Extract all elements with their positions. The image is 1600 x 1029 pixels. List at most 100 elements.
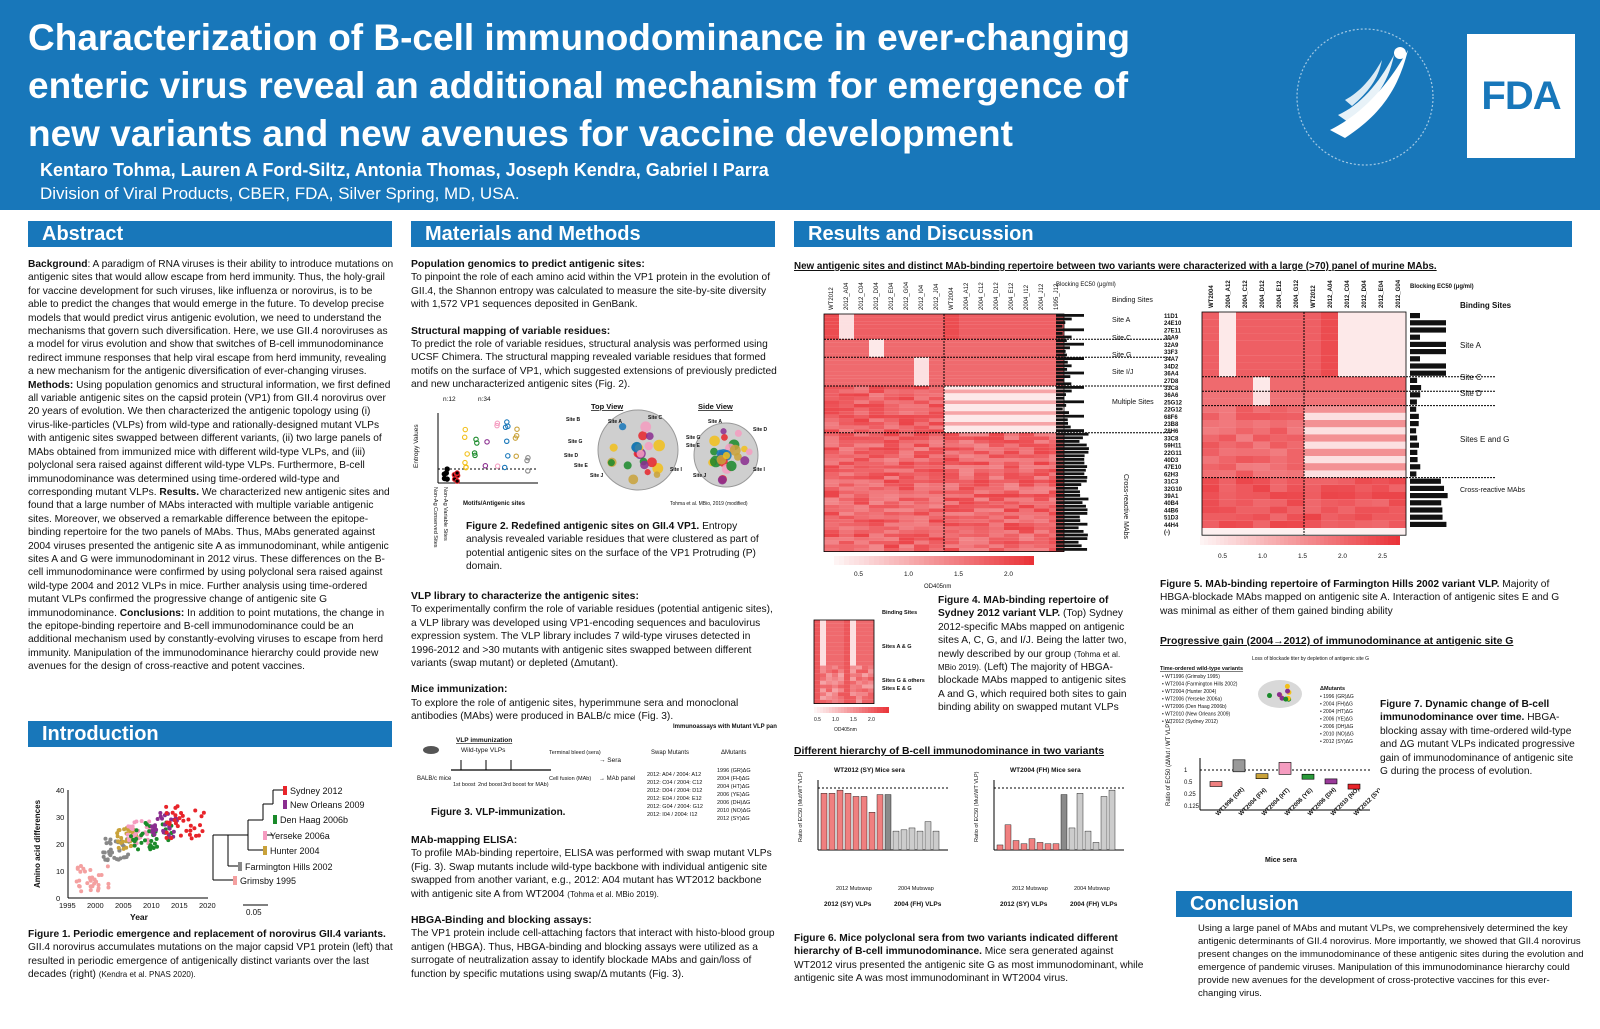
fig4-heat-cell <box>989 472 1004 476</box>
poster-title: Characterization of B-cell immunodominan… <box>28 17 1130 154</box>
fig4-heat-cell <box>1019 350 1034 354</box>
fig4-heat-cell <box>824 350 839 354</box>
fig4-heat-cell <box>869 530 884 534</box>
fig4-heat-cell <box>1004 504 1019 509</box>
fig5-heat-cell <box>1253 398 1270 406</box>
fig4-heat-cell <box>884 339 899 343</box>
fig4-heat-cell <box>1034 378 1049 383</box>
fig4-heat-cell <box>989 342 1004 347</box>
fig4-heat-cell <box>929 508 944 512</box>
fig2-point <box>494 463 501 469</box>
fig4-heat-cell <box>914 468 929 473</box>
fig5-site-label: Cross-reactive MAbs <box>1460 487 1525 494</box>
fig5-heat-cell <box>1321 319 1338 327</box>
fig5-heat-cell <box>1202 391 1219 399</box>
fig5-heat-cell <box>1338 520 1355 528</box>
fig5-row-label: 27D8 <box>1164 379 1179 385</box>
fig4b-heat-cell <box>856 688 862 693</box>
fig4-column-label: 2004_J12 <box>1039 283 1045 310</box>
fig4-heat-cell <box>824 382 839 386</box>
fig5-blocking-bar <box>1410 406 1417 412</box>
fig4-heat-cell <box>1019 515 1034 520</box>
fig4-heat-cell <box>1019 537 1034 541</box>
fig4b-heat-cell <box>820 699 826 704</box>
fig5-row-label: 44H4 <box>1164 523 1179 529</box>
fig5-heat-cell <box>1236 362 1253 370</box>
fig4-heat-cell <box>854 332 869 336</box>
fig4b-heat-cell <box>850 635 856 639</box>
fig4-heat-cell <box>944 497 959 502</box>
fig4-heat-cell <box>959 450 974 455</box>
fig4-heat-cell <box>944 364 959 368</box>
fig4b-legend-tick: 2.0 <box>868 717 875 723</box>
fig2-n-label: n:34 <box>478 396 491 403</box>
fig4-heat-cell <box>1019 407 1034 412</box>
fig5-column-label: 2012_E04 <box>1379 280 1385 308</box>
fig4b-heat-cell <box>856 677 862 681</box>
fig4-heat-cell <box>989 494 1004 498</box>
fig4-heat-cell <box>1034 461 1049 466</box>
fig4b-heat-cell <box>814 650 820 655</box>
fig4b-heat-cell <box>850 684 856 689</box>
fig4-heat-cell <box>989 324 1004 329</box>
fig4b-heat-cell <box>820 688 826 693</box>
fig4-heat-cell <box>929 486 944 491</box>
fig4-heat-cell <box>1004 522 1019 527</box>
fig4-heat-cell <box>869 382 884 386</box>
fig5-heat-cell <box>1202 326 1219 334</box>
fig4-blocking-bar <box>1056 386 1084 389</box>
fig4b-heat-cell <box>814 646 820 651</box>
fig4-heat-cell <box>1034 364 1049 368</box>
fig4b-heat-cell <box>832 669 838 674</box>
fig4b-heat-cell <box>868 639 874 643</box>
fig1-point <box>152 841 157 846</box>
mouse-icon <box>423 746 439 754</box>
fig5-blocking-bar <box>1410 464 1421 470</box>
fig4-heat-cell <box>1019 501 1034 505</box>
fig4-heat-cell <box>899 454 914 458</box>
fig4-heat-cell <box>854 512 869 516</box>
fig4b-heat-cell <box>850 699 856 704</box>
fig5-column-label: 2012_D04 <box>1362 280 1368 308</box>
fig5-heat-cell <box>1321 340 1338 348</box>
fig4-heat-cell <box>959 440 974 444</box>
fig5-heat-cell <box>1270 477 1287 485</box>
fig4-heat-cell <box>884 465 899 469</box>
fig5-legend-swatch <box>1204 536 1208 545</box>
fig4-heat-cell <box>929 407 944 412</box>
fig4-heat-cell <box>824 504 839 509</box>
fig4-heat-cell <box>824 458 839 462</box>
fig5-blocking-bar <box>1410 341 1446 347</box>
fig4-heat-cell <box>929 515 944 520</box>
fig4-heat-cell <box>854 396 869 401</box>
fig5-blocking-bar <box>1410 363 1446 369</box>
fig2-site-residue <box>720 428 727 435</box>
fig4-heat-cell <box>1019 522 1034 527</box>
fig5-heat-cell <box>1338 405 1355 413</box>
fig4-heat-cell <box>899 332 914 336</box>
fig4b-heat-cell <box>868 658 874 662</box>
fig4-heat-cell <box>824 386 839 390</box>
fig4b-heat-cell <box>820 650 826 655</box>
fig4-heat-cell <box>884 497 899 502</box>
fig4-heat-cell <box>914 396 929 401</box>
fig4-heat-cell <box>929 371 944 376</box>
fig7-site-residue <box>1285 688 1291 694</box>
fig5-heat-cell <box>1389 470 1406 478</box>
fig4-heat-cell <box>944 526 959 530</box>
fig5-heat-cell <box>1236 441 1253 449</box>
fig5-heat-cell <box>1338 412 1355 420</box>
figure-4-caption-text-2: (Left) The majority of HBGA-blockade MAb… <box>938 662 1127 714</box>
fig4-blocking-bar <box>1056 332 1063 335</box>
fig4-heat-cell <box>854 544 869 548</box>
fig4-heat-cell <box>989 476 1004 480</box>
fig5-heat-cell <box>1253 499 1270 507</box>
fig4-heat-cell <box>1019 548 1034 552</box>
fig5-heat-cell <box>1202 333 1219 341</box>
fig5-heat-cell <box>1236 384 1253 392</box>
fig4-heat-cell <box>974 530 989 534</box>
fig6-bottom-label: 2012 (SY) VLPs <box>1000 901 1048 908</box>
fig4-heat-cell <box>1019 476 1034 480</box>
fig3-boost-label: 3rd boost for MAb) <box>503 782 549 788</box>
fig5-column-label: 2004_G12 <box>1294 279 1300 308</box>
